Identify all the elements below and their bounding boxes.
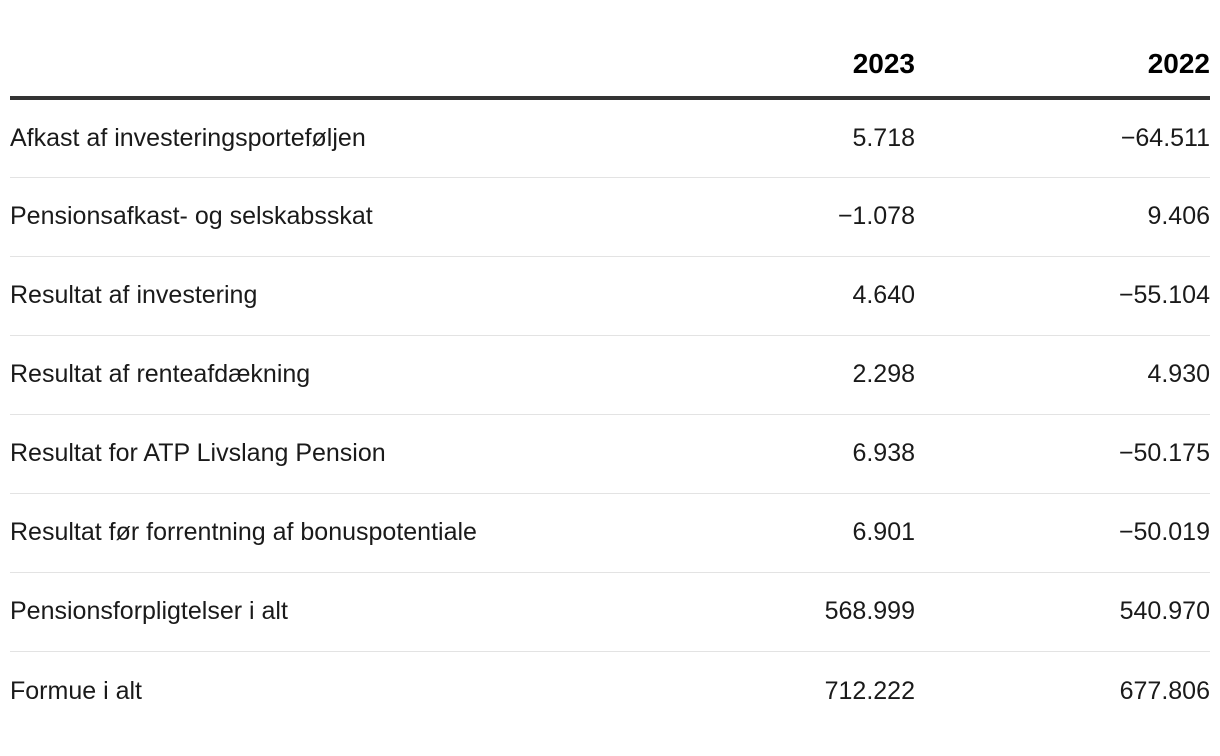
table-row: Afkast af investeringsporteføljen 5.718 −6… bbox=[10, 98, 1210, 178]
table-row: Formue i alt 712.222 677.806 bbox=[10, 651, 1210, 730]
table-row: Resultat af renteafdækning 2.298 4.930 bbox=[10, 335, 1210, 415]
row-label: Formue i alt bbox=[10, 676, 142, 705]
row-value-2023: 4.640 bbox=[735, 256, 915, 336]
financial-results-page: 2023 2022 Afkast af investeringsporteføl… bbox=[10, 0, 1210, 730]
row-value-2022: 9.406 bbox=[915, 177, 1210, 257]
table-body: Afkast af investeringsporteføljen 5.718 −6… bbox=[10, 98, 1210, 730]
table-row: Pensionsforpligtelser i alt 568.999 540.97… bbox=[10, 572, 1210, 652]
header-empty-cell bbox=[10, 0, 735, 100]
row-value-2022: 4.930 bbox=[915, 335, 1210, 415]
row-value-2023: 5.718 bbox=[735, 98, 915, 178]
header-year-2023: 2023 bbox=[735, 0, 915, 100]
row-value-2022: −50.175 bbox=[915, 414, 1210, 494]
row-label: Resultat af investering bbox=[10, 256, 735, 336]
row-value-2023: 6.938 bbox=[735, 414, 915, 494]
table-row: Pensionsafkast- og selskabsskat −1.078 9.4… bbox=[10, 177, 1210, 257]
row-label: Resultat for ATP Livslang Pension bbox=[10, 414, 735, 494]
row-value-2023: 6.901 bbox=[735, 493, 915, 573]
row-value-2022: −50.019 bbox=[915, 493, 1210, 573]
row-label: Resultat før forrentning af bonuspotenti… bbox=[10, 493, 735, 573]
row-value-2023: 712.222 bbox=[824, 676, 915, 705]
table-row: Resultat af investering 4.640 −55.104 bbox=[10, 256, 1210, 336]
row-value-2022: 540.970 bbox=[915, 572, 1210, 652]
table-row: Resultat for ATP Livslang Pension 6.938 −5… bbox=[10, 414, 1210, 494]
table-header-row: 2023 2022 bbox=[10, 0, 1210, 100]
table-row: Resultat før forrentning af bonuspotenti… bbox=[10, 493, 1210, 573]
row-value-2023: −1.078 bbox=[735, 177, 915, 257]
row-value-2023: 2.298 bbox=[735, 335, 915, 415]
row-value-2023: 568.999 bbox=[735, 572, 915, 652]
row-label: Resultat af renteafdækning bbox=[10, 335, 735, 415]
header-year-2022: 2022 bbox=[915, 0, 1210, 100]
row-label: Pensionsafkast- og selskabsskat bbox=[10, 177, 735, 257]
row-label: Afkast af investeringsporteføljen bbox=[10, 98, 735, 178]
row-value-2022: −64.511 bbox=[915, 98, 1210, 178]
financial-results-table: 2023 2022 Afkast af investeringsporteføl… bbox=[10, 0, 1210, 730]
row-value-2022: −55.104 bbox=[915, 256, 1210, 336]
row-value-2022: 677.806 bbox=[1119, 676, 1210, 705]
row-label: Pensionsforpligtelser i alt bbox=[10, 572, 735, 652]
